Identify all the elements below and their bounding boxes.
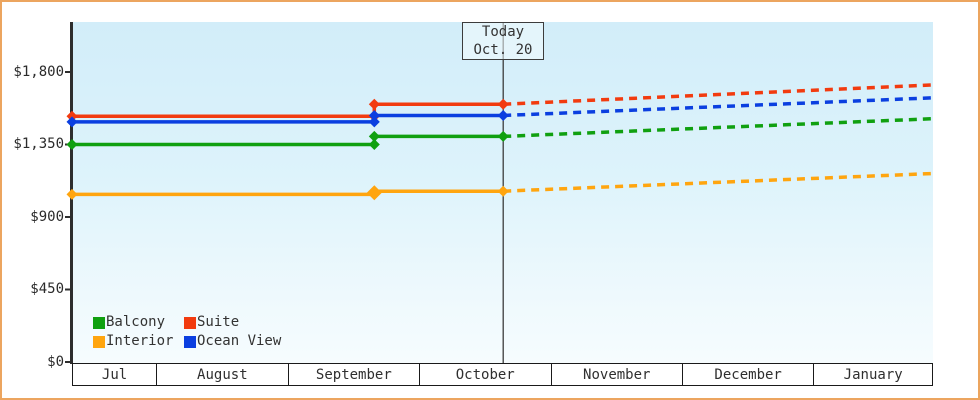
legend-swatch-suite xyxy=(184,316,196,329)
y-tick-label: $1,350 xyxy=(13,136,64,152)
legend-label-interior: Interior xyxy=(106,333,174,349)
legend-swatch-interior xyxy=(93,335,105,348)
month-cell-september: September xyxy=(287,363,420,386)
plot-area xyxy=(72,22,933,363)
x-axis-month-row: Jul August September October November Decembe… xyxy=(72,363,933,386)
month-cell-jul: Jul xyxy=(72,363,157,386)
legend-label-ocean-view: Ocean View xyxy=(197,333,282,349)
chart-legend: Balcony Suite Interior Ocean View xyxy=(93,315,281,349)
month-cell-december: December xyxy=(681,363,814,386)
y-tick-label: $0 xyxy=(47,353,64,370)
month-cell-august: August xyxy=(156,363,288,386)
month-cell-october: October xyxy=(419,363,551,386)
legend-swatch-balcony xyxy=(93,316,105,329)
legend-item-interior: Interior xyxy=(93,334,184,349)
legend-swatch-ocean-view xyxy=(184,335,196,348)
today-annotation: Today Oct. 20 xyxy=(462,22,544,60)
legend-label-suite: Suite xyxy=(197,314,240,330)
y-tick-label: $900 xyxy=(30,208,64,225)
legend-item-suite: Suite xyxy=(184,315,281,330)
today-annotation-line2: Oct. 20 xyxy=(473,42,533,58)
month-cell-november: November xyxy=(550,363,682,386)
month-cell-january: January xyxy=(813,363,933,386)
legend-label-balcony: Balcony xyxy=(106,314,166,330)
today-annotation-line1: Today xyxy=(481,24,525,40)
y-tick-label: $1,800 xyxy=(13,63,64,80)
legend-item-ocean-view: Ocean View xyxy=(184,334,281,349)
legend-item-balcony: Balcony xyxy=(93,315,184,330)
y-tick-label: $450 xyxy=(30,281,64,297)
